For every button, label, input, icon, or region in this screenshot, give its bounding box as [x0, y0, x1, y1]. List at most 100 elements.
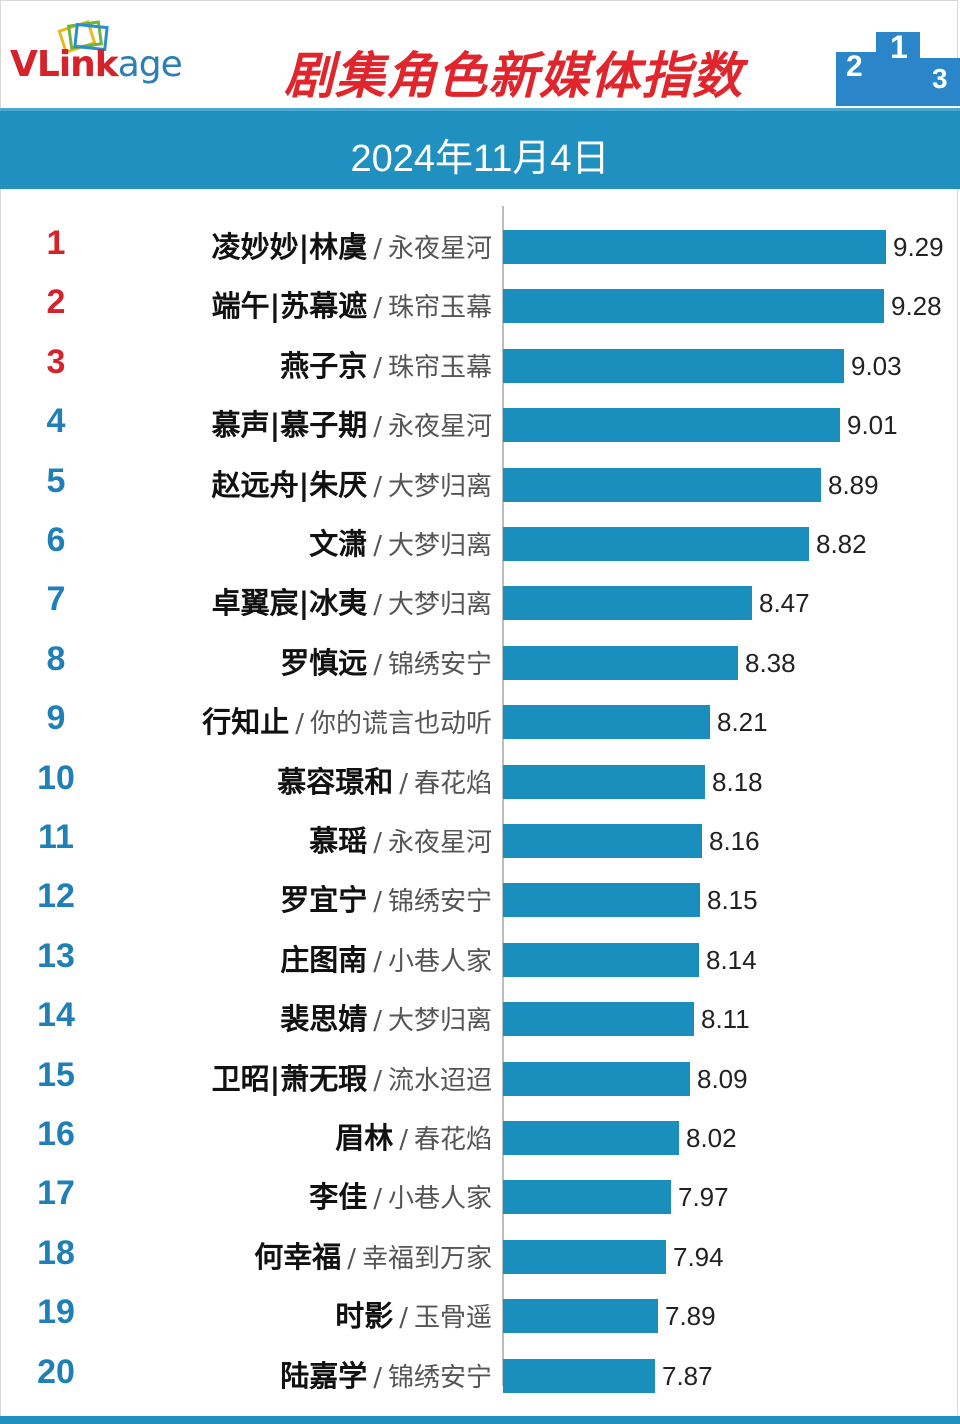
label-separator: / [373, 352, 382, 383]
rank-number: 17 [37, 1174, 75, 1213]
svg-text:2: 2 [846, 50, 863, 83]
value-label: 8.02 [686, 1123, 737, 1153]
label-separator: / [373, 412, 382, 443]
drama-title: 锦绣安宁 [387, 649, 492, 680]
value-bar [503, 1180, 671, 1215]
value-label: 8.15 [707, 885, 758, 916]
label-separator: / [373, 1184, 382, 1215]
rank-number: 6 [46, 521, 66, 559]
row-label: 庄图南 / 小巷人家 [280, 937, 492, 979]
row-label: 时影 / 玉骨遥 [335, 1293, 492, 1335]
character-name: 李佳 [309, 1180, 368, 1215]
drama-title: 锦绣安宁 [387, 887, 492, 918]
rank-number: 9 [46, 699, 66, 738]
chart-row: 2 端午|苏幕遮 / 珠帘玉幕 9.28 [0, 271, 960, 330]
row-label: 罗宜宁 / 锦绣安宁 [280, 877, 492, 919]
drama-title: 永夜星河 [387, 828, 492, 858]
value-bar [503, 289, 884, 324]
drama-title: 流水迢迢 [387, 1065, 492, 1096]
drama-title: 大梦归离 [387, 531, 492, 561]
drama-title: 锦绣安宁 [387, 1362, 492, 1393]
character-name: 慕容璟和 [277, 764, 394, 799]
rank-number: 12 [37, 877, 75, 916]
value-bar [503, 1299, 658, 1334]
chart-row: 5 赵远舟|朱厌 / 大梦归离 8.89 [0, 450, 960, 509]
value-bar [503, 408, 840, 443]
value-label: 8.14 [706, 944, 757, 975]
chart-row: 17 李佳 / 小巷人家 7.97 [0, 1162, 960, 1221]
row-label: 赵远舟|朱厌 / 大梦归离 [212, 462, 492, 504]
value-label: 8.09 [697, 1063, 748, 1094]
label-separator: / [373, 590, 382, 621]
label-separator: / [373, 1362, 382, 1393]
value-label: 7.89 [665, 1301, 716, 1332]
value-bar [503, 1239, 666, 1274]
row-label: 陆嘉学 / 锦绣安宁 [280, 1353, 492, 1395]
chart-row: 7 卓翼宸|冰夷 / 大梦归离 8.47 [0, 568, 960, 627]
value-bar [503, 467, 821, 502]
row-label: 罗慎远 / 锦绣安宁 [280, 640, 492, 682]
label-separator: / [373, 649, 382, 680]
value-label: 8.38 [745, 647, 796, 678]
chart-row: 19 时影 / 玉骨遥 7.89 [0, 1281, 960, 1340]
rank-number: 13 [37, 936, 75, 975]
rank-number: 11 [38, 818, 74, 856]
character-name: 凌妙妙|林虞 [211, 230, 368, 264]
rank-number: 14 [37, 996, 75, 1035]
character-name: 庄图南 [280, 942, 368, 977]
drama-title: 小巷人家 [387, 1184, 492, 1215]
chart-row: 12 罗宜宁 / 锦绣安宁 8.15 [0, 865, 960, 924]
chart-row: 10 慕容璟和 / 春花焰 8.18 [0, 747, 960, 806]
date-banner: 2024年11月4日 [0, 108, 960, 189]
character-name: 何幸福 [254, 1239, 342, 1274]
row-label: 慕容璟和 / 春花焰 [277, 759, 492, 801]
drama-title: 永夜星河 [387, 412, 492, 443]
chart-row: 20 陆嘉学 / 锦绣安宁 7.87 [0, 1341, 960, 1400]
rank-number: 4 [46, 402, 66, 441]
rank-number: 5 [46, 461, 66, 500]
drama-title: 大梦归离 [387, 1006, 492, 1037]
label-separator: / [373, 293, 382, 324]
page-title: 剧集角色新媒体指数 [284, 46, 743, 105]
label-separator: / [373, 1065, 382, 1096]
drama-title: 大梦归离 [387, 590, 492, 621]
row-label: 凌妙妙|林虞 / 永夜星河 [212, 224, 492, 266]
label-separator: / [373, 531, 382, 561]
value-label: 8.11 [701, 1004, 750, 1035]
chart-row: 16 眉林 / 春花焰 8.02 [0, 1103, 960, 1162]
rank-number: 18 [37, 1233, 75, 1272]
chart-row: 8 罗慎远 / 锦绣安宁 8.38 [0, 628, 960, 687]
logo-v: V [10, 44, 38, 85]
row-label: 慕瑶 / 永夜星河 [309, 818, 492, 860]
value-bar [503, 645, 738, 680]
character-name: 文潇 [309, 527, 368, 561]
value-label: 8.21 [717, 707, 768, 738]
chart-row: 4 慕声|慕子期 / 永夜星河 9.01 [0, 390, 960, 449]
value-label: 8.18 [712, 766, 763, 797]
value-label: 7.94 [673, 1241, 724, 1272]
drama-title: 春花焰 [413, 768, 492, 799]
value-label: 9.01 [847, 410, 898, 441]
header: VLinkage 剧集角色新媒体指数 2 1 3 [0, 0, 960, 106]
rank-number: 20 [37, 1352, 75, 1391]
character-name: 陆嘉学 [280, 1358, 368, 1393]
logo-frames-icon [57, 20, 109, 54]
drama-title: 幸福到万家 [361, 1243, 492, 1274]
drama-title: 小巷人家 [387, 946, 492, 977]
svg-text:3: 3 [932, 63, 948, 94]
row-label: 端午|苏幕遮 / 珠帘玉幕 [212, 283, 492, 325]
row-label: 眉林 / 春花焰 [335, 1115, 492, 1157]
value-bar [503, 230, 886, 264]
value-bar [503, 1061, 690, 1096]
row-label: 燕子京 / 珠帘玉幕 [280, 343, 492, 385]
value-label: 8.82 [816, 529, 867, 559]
chart-row: 15 卫昭|萧无瑕 / 流水迢迢 8.09 [0, 1044, 960, 1103]
drama-title: 玉骨遥 [413, 1303, 492, 1334]
row-label: 何幸福 / 幸福到万家 [254, 1234, 492, 1276]
character-name: 眉林 [335, 1121, 394, 1155]
value-bar [503, 348, 844, 383]
vlinkage-logo: VLinkage [10, 16, 210, 90]
value-label: 9.03 [851, 350, 902, 381]
value-bar [503, 586, 752, 621]
character-name: 时影 [335, 1299, 394, 1334]
